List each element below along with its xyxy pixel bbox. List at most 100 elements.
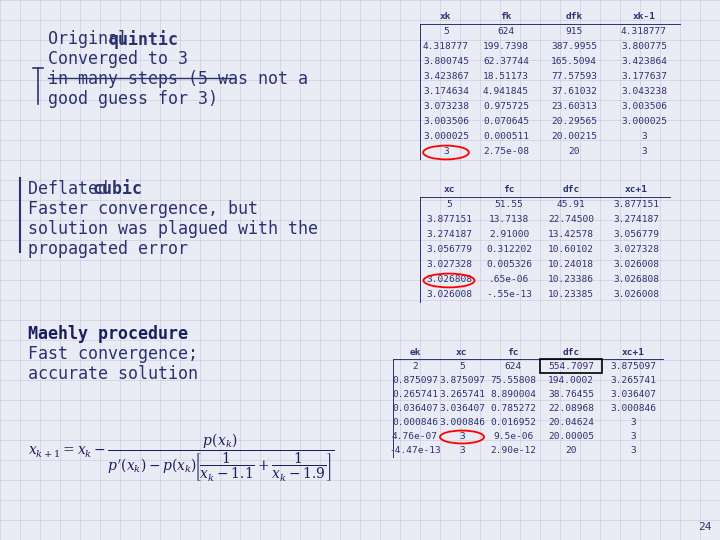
Text: 20: 20	[568, 147, 580, 156]
Text: 0.016952: 0.016952	[490, 418, 536, 427]
Text: 22.08968: 22.08968	[548, 404, 594, 413]
Text: 3.000025: 3.000025	[621, 117, 667, 126]
Text: 3.423867: 3.423867	[423, 72, 469, 81]
Text: 4.76e-07: 4.76e-07	[392, 432, 438, 441]
Text: 3.174634: 3.174634	[423, 87, 469, 96]
Text: 3.177637: 3.177637	[621, 72, 667, 81]
Text: 3: 3	[459, 432, 465, 441]
Text: propagated error: propagated error	[28, 240, 188, 258]
Text: xc+1: xc+1	[624, 185, 647, 194]
Text: 75.55808: 75.55808	[490, 376, 536, 385]
Text: 2.75e-08: 2.75e-08	[483, 147, 529, 156]
Text: 62.37744: 62.37744	[483, 57, 529, 66]
Text: 3.800745: 3.800745	[423, 57, 469, 66]
Text: -4.47e-13: -4.47e-13	[389, 446, 441, 455]
Text: 3.000846: 3.000846	[610, 404, 656, 413]
Text: 3.274187: 3.274187	[613, 215, 659, 224]
Text: 13.7138: 13.7138	[489, 215, 529, 224]
Text: 10.24018: 10.24018	[548, 260, 594, 269]
Text: in many steps (5 was not a: in many steps (5 was not a	[48, 70, 308, 88]
Text: Faster convergence, but: Faster convergence, but	[28, 200, 258, 218]
Text: 22.74500: 22.74500	[548, 215, 594, 224]
Text: 4.941845: 4.941845	[483, 87, 529, 96]
Text: 0.312202: 0.312202	[486, 245, 532, 254]
Text: 13.42578: 13.42578	[548, 230, 594, 239]
Text: $x_{k+1} = x_k - \dfrac{p(x_k)}{p'(x_k) - p(x_k)\!\left[\dfrac{1}{x_{k}-1.1} + \: $x_{k+1} = x_k - \dfrac{p(x_k)}{p'(x_k) …	[28, 432, 334, 484]
Text: 3.265741: 3.265741	[610, 376, 656, 385]
Text: 165.5094: 165.5094	[551, 57, 597, 66]
Text: quintic: quintic	[108, 30, 178, 49]
Text: 3: 3	[630, 446, 636, 455]
Text: xk: xk	[440, 12, 451, 21]
Text: 3.036407: 3.036407	[610, 390, 656, 399]
Text: 2.90e-12: 2.90e-12	[490, 446, 536, 455]
Text: 554.7097: 554.7097	[548, 362, 594, 371]
Text: 20.00005: 20.00005	[548, 432, 594, 441]
Text: dfc: dfc	[562, 185, 580, 194]
Text: fk: fk	[500, 12, 512, 21]
Text: Fast convergence;: Fast convergence;	[28, 345, 198, 363]
Text: accurate solution: accurate solution	[28, 365, 198, 383]
Bar	[540, 359, 602, 373]
Text: 3.073238: 3.073238	[423, 102, 469, 111]
Text: 10.23386: 10.23386	[548, 275, 594, 284]
Text: 3: 3	[459, 446, 465, 455]
Text: ek: ek	[409, 348, 420, 357]
Text: 5: 5	[459, 362, 465, 371]
Text: dfc: dfc	[562, 348, 580, 357]
Text: 3.026808: 3.026808	[426, 275, 472, 284]
Text: 0.265741: 0.265741	[392, 390, 438, 399]
Text: 0.070645: 0.070645	[483, 117, 529, 126]
Text: 3.036407: 3.036407	[439, 404, 485, 413]
Text: dfk: dfk	[565, 12, 582, 21]
Text: 8.890004: 8.890004	[490, 390, 536, 399]
Text: 3.026008: 3.026008	[613, 260, 659, 269]
Text: 3: 3	[641, 147, 647, 156]
Text: 20: 20	[565, 446, 577, 455]
Text: 3.026008: 3.026008	[613, 290, 659, 299]
Text: 0.785272: 0.785272	[490, 404, 536, 413]
Text: 0.875097: 0.875097	[392, 376, 438, 385]
Text: 20.29565: 20.29565	[551, 117, 597, 126]
Text: 3: 3	[630, 432, 636, 441]
Text: 9.5e-06: 9.5e-06	[493, 432, 533, 441]
Text: 0.005326: 0.005326	[486, 260, 532, 269]
Text: 624: 624	[498, 27, 515, 36]
Text: 10.23385: 10.23385	[548, 290, 594, 299]
Text: 3.000025: 3.000025	[423, 132, 469, 141]
Text: 4.318777: 4.318777	[621, 27, 667, 36]
Text: xc: xc	[456, 348, 468, 357]
Text: 0.975725: 0.975725	[483, 102, 529, 111]
Text: 51.55: 51.55	[495, 200, 523, 209]
Text: 0.000511: 0.000511	[483, 132, 529, 141]
Text: 3.875097: 3.875097	[610, 362, 656, 371]
Text: 0.000846: 0.000846	[392, 418, 438, 427]
Text: .65e-06: .65e-06	[489, 275, 529, 284]
Text: fc: fc	[508, 348, 518, 357]
Text: solution was plagued with the: solution was plagued with the	[28, 220, 318, 238]
Text: 624: 624	[505, 362, 521, 371]
Text: 37.61032: 37.61032	[551, 87, 597, 96]
Text: 24: 24	[698, 522, 712, 532]
Text: 3.026808: 3.026808	[613, 275, 659, 284]
Text: 3: 3	[630, 418, 636, 427]
Text: 915: 915	[565, 27, 582, 36]
Text: 38.76455: 38.76455	[548, 390, 594, 399]
Text: 3.000846: 3.000846	[439, 418, 485, 427]
Text: 45.91: 45.91	[557, 200, 585, 209]
Text: cubic: cubic	[93, 180, 143, 198]
Text: 20.00215: 20.00215	[551, 132, 597, 141]
Text: 3.026008: 3.026008	[426, 290, 472, 299]
Text: 23.60313: 23.60313	[551, 102, 597, 111]
Text: 3.027328: 3.027328	[426, 260, 472, 269]
Text: 3.056779: 3.056779	[426, 245, 472, 254]
Text: 3.875097: 3.875097	[439, 376, 485, 385]
Text: fc: fc	[503, 185, 515, 194]
Text: Maehly procedure: Maehly procedure	[28, 325, 188, 343]
Text: xk-1: xk-1	[632, 12, 655, 21]
Text: Deflated: Deflated	[28, 180, 118, 198]
Text: 5: 5	[443, 27, 449, 36]
Text: 10.60102: 10.60102	[548, 245, 594, 254]
Text: xc: xc	[444, 185, 455, 194]
Text: xc+1: xc+1	[621, 348, 644, 357]
